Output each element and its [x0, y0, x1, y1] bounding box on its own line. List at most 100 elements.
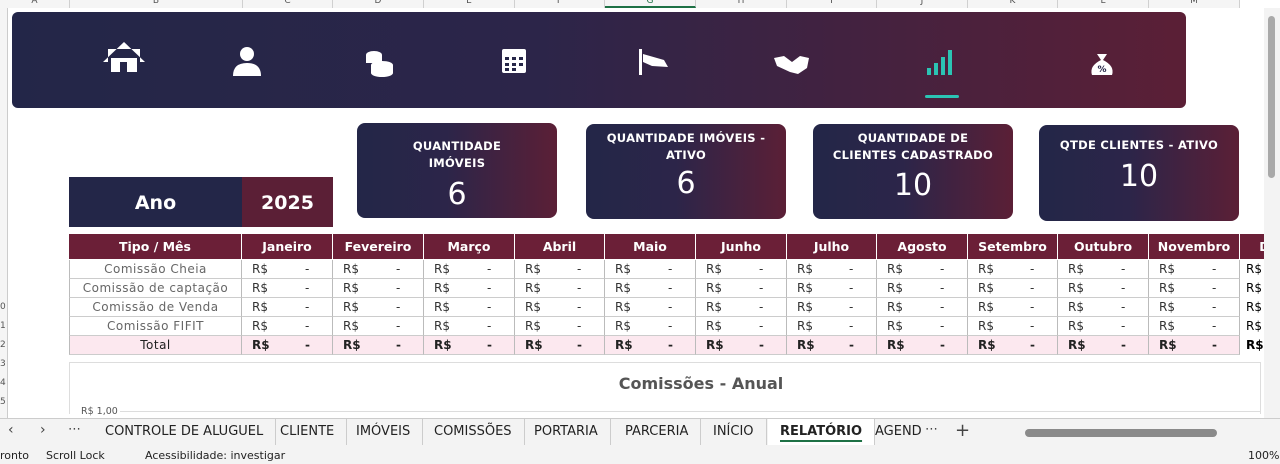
cell-bg [696, 279, 787, 298]
year-value[interactable]: 2025 [242, 177, 333, 227]
cell-bg [877, 279, 968, 298]
cell-value: - [1121, 281, 1126, 295]
kpi-value: 6 [447, 177, 467, 212]
column-header[interactable]: L [1058, 0, 1149, 8]
cell-value: - [1030, 300, 1035, 314]
sheet-tab-bar: ‹ › ⋯ ⋯ + [0, 418, 1280, 446]
currency: R$ [525, 338, 543, 352]
kpi-value: 10 [893, 168, 933, 203]
currency: R$ [252, 281, 268, 295]
sheet-tab[interactable]: CONTROLE DE ALUGUEL [93, 419, 277, 445]
sheet-tab[interactable]: PARCERIA [613, 419, 702, 445]
currency: R$ [525, 300, 541, 314]
more-sheets-button[interactable]: ⋯ [925, 422, 938, 437]
zoom-level[interactable]: 100% [1248, 449, 1280, 462]
home-icon[interactable] [103, 42, 145, 72]
kpi-title: QUANTIDADE IMÓVEIS - ATIVO [606, 131, 766, 162]
column-header[interactable]: M [1149, 0, 1240, 8]
cell-value: - [940, 300, 945, 314]
cell-value: - [487, 300, 492, 314]
cell-value: - [759, 338, 764, 352]
kpi-value: 6 [676, 166, 696, 201]
cell-value: - [940, 338, 945, 352]
sheet-tab[interactable]: COMISSÕES [422, 419, 525, 445]
row-label: Comissão de captação [69, 279, 242, 298]
kpi-card: QUANTIDADE IMÓVEIS 6 [357, 123, 557, 218]
sheet-tab[interactable]: PORTARIA [522, 419, 611, 445]
currency: R$ [1246, 281, 1262, 295]
currency: R$ [706, 338, 724, 352]
nav-icons: % [103, 42, 1113, 98]
currency: R$ [1068, 262, 1084, 276]
sheet-tab[interactable]: RELATÓRIO [768, 419, 876, 445]
cell-value: - [396, 281, 401, 295]
money-bag-icon[interactable]: % [1091, 54, 1113, 75]
y-axis-label: R$ 1,00 [81, 406, 118, 417]
cell-value: - [487, 338, 492, 352]
currency: R$ [978, 281, 994, 295]
kpi-card: QUANTIDADE IMÓVEIS - ATIVO 6 [586, 124, 786, 219]
column-header[interactable]: A [0, 0, 70, 8]
table-header: Agosto [877, 234, 968, 259]
add-sheet-button[interactable]: + [955, 420, 971, 441]
prev-sheet-button[interactable]: ‹ [8, 422, 14, 438]
handshake-icon[interactable] [774, 56, 809, 74]
horizontal-scrollbar[interactable] [1025, 429, 1217, 437]
column-header[interactable]: K [968, 0, 1058, 8]
more-sheets-button[interactable]: ⋯ [68, 422, 81, 437]
currency: R$ [1246, 319, 1262, 333]
currency: R$ [978, 300, 994, 314]
column-header[interactable]: I [787, 0, 877, 8]
cell-value: - [487, 319, 492, 333]
cell-bg [605, 317, 696, 336]
calendar-icon[interactable] [502, 49, 526, 73]
cell-bg [333, 260, 424, 279]
currency: R$ [706, 300, 722, 314]
sheet-tab[interactable]: IMÓVEIS [344, 419, 424, 445]
cell-value: - [1212, 262, 1217, 276]
sheet-tab[interactable]: CLIENTE [268, 419, 348, 445]
vertical-scrollbar[interactable] [1264, 8, 1280, 418]
cell-value: - [1030, 338, 1035, 352]
cell-value: - [577, 319, 582, 333]
cell-bg [242, 260, 333, 279]
row-label: Total [69, 336, 242, 355]
currency: R$ [1159, 300, 1175, 314]
column-header[interactable]: F [515, 0, 605, 8]
column-header[interactable]: E [424, 0, 515, 8]
user-icon[interactable] [233, 47, 261, 76]
cell-value: - [668, 262, 673, 276]
cell-value: - [940, 262, 945, 276]
chart-title: Comissões - Anual [618, 374, 784, 393]
currency: R$ [343, 262, 359, 276]
cell-value: - [487, 262, 492, 276]
column-header[interactable]: D [333, 0, 424, 8]
column-header[interactable]: G [605, 0, 696, 8]
cell-value: - [1121, 338, 1126, 352]
column-header[interactable]: J [877, 0, 968, 8]
status-accessibility[interactable]: Acessibilidade: investigar [145, 449, 286, 462]
next-sheet-button[interactable]: › [40, 422, 46, 438]
column-header[interactable]: B [70, 0, 243, 8]
column-header[interactable]: H [696, 0, 787, 8]
coins-icon[interactable] [366, 51, 393, 77]
cell-bg [1149, 260, 1240, 279]
chart-icon[interactable] [925, 50, 959, 98]
sheet-tab[interactable]: INÍCIO [701, 419, 767, 445]
cell-value: - [849, 338, 854, 352]
cell-bg [696, 317, 787, 336]
table-header: Setembro [968, 234, 1058, 259]
currency: R$ [1246, 262, 1262, 276]
currency: R$ [978, 319, 994, 333]
cell-bg [877, 336, 968, 355]
camera-icon[interactable] [639, 49, 668, 75]
currency: R$ [434, 281, 450, 295]
column-header[interactable]: C [243, 0, 333, 8]
sheet-tab[interactable]: AGEND [875, 424, 922, 439]
currency: R$ [797, 262, 813, 276]
table-header: Julho [787, 234, 877, 259]
cell-bg [787, 298, 877, 317]
svg-text:%: % [1097, 65, 1106, 75]
cell-value: - [1212, 319, 1217, 333]
cell-bg [696, 260, 787, 279]
